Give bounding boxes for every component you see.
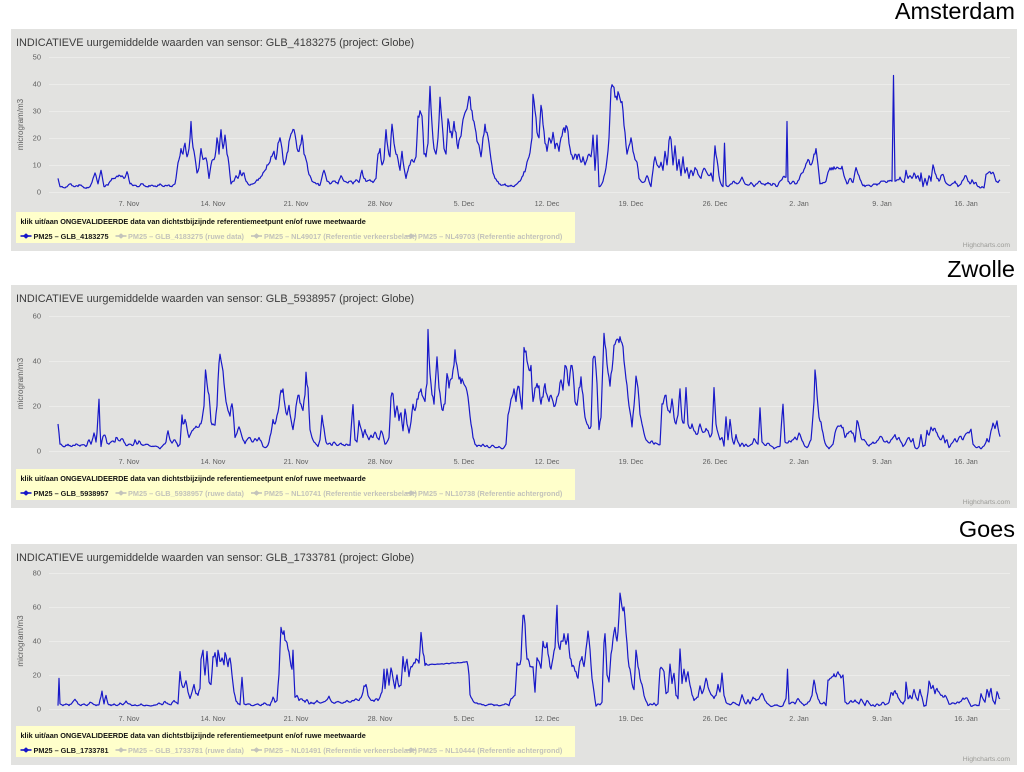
svg-text:PM25 – GLB_4183275: PM25 – GLB_4183275 <box>34 232 109 241</box>
svg-text:5. Dec: 5. Dec <box>454 714 475 723</box>
svg-text:Highcharts.com: Highcharts.com <box>963 242 1011 249</box>
svg-text:PM25 – NL10738 (Referentie ach: PM25 – NL10738 (Referentie achtergrond) <box>418 489 563 498</box>
svg-text:INDICATIEVE uurgemiddelde waar: INDICATIEVE uurgemiddelde waarden van se… <box>16 552 414 564</box>
svg-text:28. Nov: 28. Nov <box>368 199 393 208</box>
svg-text:19. Dec: 19. Dec <box>619 714 644 723</box>
svg-text:PM25 – NL49703 (Referentie ach: PM25 – NL49703 (Referentie achtergrond) <box>418 232 563 241</box>
svg-text:9. Jan: 9. Jan <box>872 457 892 466</box>
svg-text:0: 0 <box>37 705 41 714</box>
svg-text:19. Dec: 19. Dec <box>619 199 644 208</box>
svg-text:PM25 – GLB_1733781: PM25 – GLB_1733781 <box>34 746 109 755</box>
svg-text:16. Jan: 16. Jan <box>954 199 978 208</box>
svg-text:28. Nov: 28. Nov <box>368 714 393 723</box>
svg-text:50: 50 <box>33 53 41 62</box>
svg-text:12. Dec: 12. Dec <box>535 199 560 208</box>
svg-text:PM25 – GLB_1733781 (ruwe data): PM25 – GLB_1733781 (ruwe data) <box>128 746 245 755</box>
svg-text:0: 0 <box>37 188 41 197</box>
svg-text:21. Nov: 21. Nov <box>284 457 309 466</box>
svg-text:20: 20 <box>33 402 41 411</box>
svg-text:16. Jan: 16. Jan <box>954 714 978 723</box>
svg-text:PM25 – GLB_5938957: PM25 – GLB_5938957 <box>34 489 109 498</box>
svg-text:microgram/m3: microgram/m3 <box>16 357 25 409</box>
svg-text:40: 40 <box>33 80 41 89</box>
svg-text:microgram/m3: microgram/m3 <box>16 98 25 150</box>
svg-text:20: 20 <box>33 671 41 680</box>
svg-text:20: 20 <box>33 134 41 143</box>
svg-text:INDICATIEVE uurgemiddelde waar: INDICATIEVE uurgemiddelde waarden van se… <box>16 37 414 49</box>
svg-text:21. Nov: 21. Nov <box>284 714 309 723</box>
svg-text:PM25 – GLB_4183275 (ruwe data): PM25 – GLB_4183275 (ruwe data) <box>128 232 245 241</box>
svg-text:10: 10 <box>33 161 41 170</box>
svg-text:26. Dec: 26. Dec <box>703 199 728 208</box>
svg-text:14. Nov: 14. Nov <box>201 199 226 208</box>
svg-text:12. Dec: 12. Dec <box>535 714 560 723</box>
svg-text:PM25 – NL01491 (Referentie ver: PM25 – NL01491 (Referentie verkeersbelas… <box>264 746 417 755</box>
svg-text:7. Nov: 7. Nov <box>119 714 140 723</box>
svg-text:5. Dec: 5. Dec <box>454 199 475 208</box>
svg-text:PM25 – GLB_5938957 (ruwe data): PM25 – GLB_5938957 (ruwe data) <box>128 489 245 498</box>
svg-text:klik uit/aan ONGEVALIDEERDE da: klik uit/aan ONGEVALIDEERDE data van dic… <box>21 217 366 226</box>
svg-text:5. Dec: 5. Dec <box>454 457 475 466</box>
svg-text:PM25 – NL10741 (Referentie ver: PM25 – NL10741 (Referentie verkeersbelas… <box>264 489 417 498</box>
svg-text:16. Jan: 16. Jan <box>954 457 978 466</box>
svg-text:2. Jan: 2. Jan <box>789 714 809 723</box>
svg-text:2. Jan: 2. Jan <box>789 199 809 208</box>
svg-text:12. Dec: 12. Dec <box>535 457 560 466</box>
svg-text:microgram/m3: microgram/m3 <box>16 615 25 667</box>
svg-text:60: 60 <box>33 603 41 612</box>
svg-text:26. Dec: 26. Dec <box>703 457 728 466</box>
svg-text:7. Nov: 7. Nov <box>119 457 140 466</box>
svg-text:0: 0 <box>37 447 41 456</box>
svg-text:30: 30 <box>33 107 41 116</box>
svg-text:klik uit/aan ONGEVALIDEERDE da: klik uit/aan ONGEVALIDEERDE data van dic… <box>21 731 366 740</box>
svg-text:9. Jan: 9. Jan <box>872 199 892 208</box>
svg-text:40: 40 <box>33 357 41 366</box>
svg-text:40: 40 <box>33 637 41 646</box>
svg-text:Highcharts.com: Highcharts.com <box>963 499 1011 506</box>
svg-text:klik uit/aan ONGEVALIDEERDE da: klik uit/aan ONGEVALIDEERDE data van dic… <box>21 474 366 483</box>
svg-text:Highcharts.com: Highcharts.com <box>963 756 1011 763</box>
svg-text:INDICATIEVE uurgemiddelde waar: INDICATIEVE uurgemiddelde waarden van se… <box>16 293 414 305</box>
svg-text:14. Nov: 14. Nov <box>201 457 226 466</box>
svg-text:7. Nov: 7. Nov <box>119 199 140 208</box>
svg-text:PM25 – NL10444 (Referentie ach: PM25 – NL10444 (Referentie achtergrond) <box>418 746 563 755</box>
svg-text:19. Dec: 19. Dec <box>619 457 644 466</box>
svg-text:28. Nov: 28. Nov <box>368 457 393 466</box>
svg-text:2. Jan: 2. Jan <box>789 457 809 466</box>
svg-text:21. Nov: 21. Nov <box>284 199 309 208</box>
svg-text:9. Jan: 9. Jan <box>872 714 892 723</box>
svg-text:PM25 – NL49017 (Referentie ver: PM25 – NL49017 (Referentie verkeersbelas… <box>264 232 417 241</box>
svg-text:60: 60 <box>33 312 41 321</box>
svg-text:80: 80 <box>33 569 41 578</box>
svg-text:26. Dec: 26. Dec <box>703 714 728 723</box>
svg-text:14. Nov: 14. Nov <box>201 714 226 723</box>
